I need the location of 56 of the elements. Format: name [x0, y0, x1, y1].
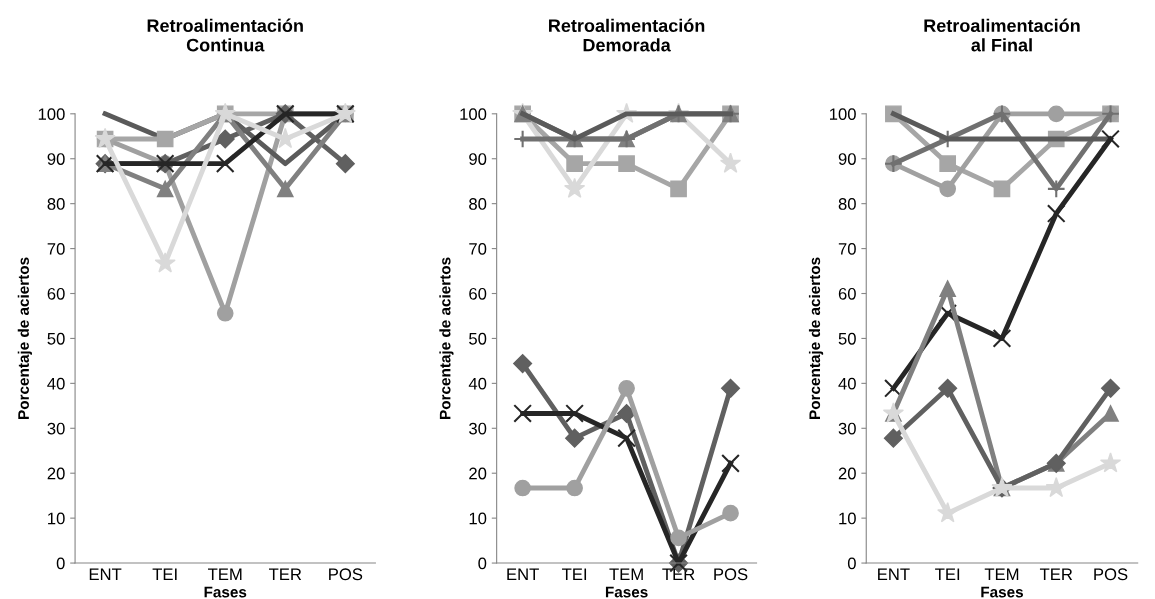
y-tick-label: 80 [838, 198, 856, 210]
y-tick-label: 70 [469, 242, 487, 255]
y-tick-label: 60 [47, 287, 65, 300]
y-tick-label: 50 [469, 332, 487, 345]
y-tick-label: 20 [469, 467, 487, 480]
x-tick-label: TEI [562, 568, 587, 580]
y-tick-label: 10 [48, 512, 65, 525]
y-tick-label: 100 [460, 108, 487, 121]
x-tick-label: POS [1094, 568, 1128, 581]
y-tick-label: 80 [469, 198, 487, 210]
y-tick-label: 90 [47, 153, 65, 165]
y-tick-label: 10 [469, 512, 487, 525]
y-tick-label: 80 [47, 198, 65, 210]
x-axis-title: Fases [204, 586, 247, 598]
x-tick-label: ENT [89, 568, 122, 580]
y-tick-label: 40 [838, 377, 856, 390]
y-tick-label: 10 [839, 512, 856, 525]
y-tick-label: 60 [469, 287, 487, 300]
y-tick-label: 40 [47, 377, 65, 390]
y-tick-label: 30 [47, 422, 65, 435]
y-axis-title: Porcentaje de aciertos [17, 257, 32, 419]
y-axis-title: Porcentaje de aciertos [439, 257, 454, 419]
x-tick-label: POS [329, 568, 363, 581]
y-tick-label: 30 [838, 422, 856, 435]
chart-title: Retroalimentación Demorada [549, 18, 705, 52]
y-tick-label: 60 [838, 287, 856, 300]
y-tick-label: 0 [478, 557, 487, 570]
x-tick-label: TEM [609, 568, 643, 580]
y-tick-label: 40 [468, 377, 487, 390]
y-tick-label: 90 [838, 153, 856, 165]
chart-title: Retroalimentación Continua [147, 18, 303, 52]
x-tick-label: TER [1039, 568, 1073, 580]
y-tick-label: 50 [47, 332, 65, 345]
y-tick-label: 20 [838, 467, 856, 480]
x-tick-label: ENT [878, 568, 910, 580]
y-tick-label: 20 [47, 467, 65, 480]
x-tick-label: TER [268, 568, 302, 580]
x-tick-label: POS [714, 568, 748, 581]
y-tick-label: 100 [38, 108, 65, 121]
x-tick-label: TEI [152, 568, 177, 580]
y-tick-label: 100 [829, 108, 856, 121]
x-axis-title: Fases [605, 586, 648, 598]
x-tick-label: TEM [984, 568, 1019, 580]
y-tick-label: 0 [56, 557, 65, 570]
chart-title: Retroalimentación al Final [924, 18, 1080, 52]
x-axis-title: Fases [981, 586, 1023, 598]
y-tick-label: 0 [847, 557, 856, 570]
y-tick-label: 50 [838, 332, 856, 345]
y-tick-label: 30 [469, 422, 487, 435]
x-tick-label: TEI [935, 568, 960, 580]
y-tick-label: 70 [47, 242, 65, 255]
x-tick-label: TEM [208, 568, 242, 580]
x-tick-label: ENT [507, 568, 539, 580]
y-tick-label: 90 [469, 153, 487, 165]
y-tick-label: 70 [838, 242, 856, 255]
y-axis-title: Porcentaje de aciertos [808, 257, 824, 419]
